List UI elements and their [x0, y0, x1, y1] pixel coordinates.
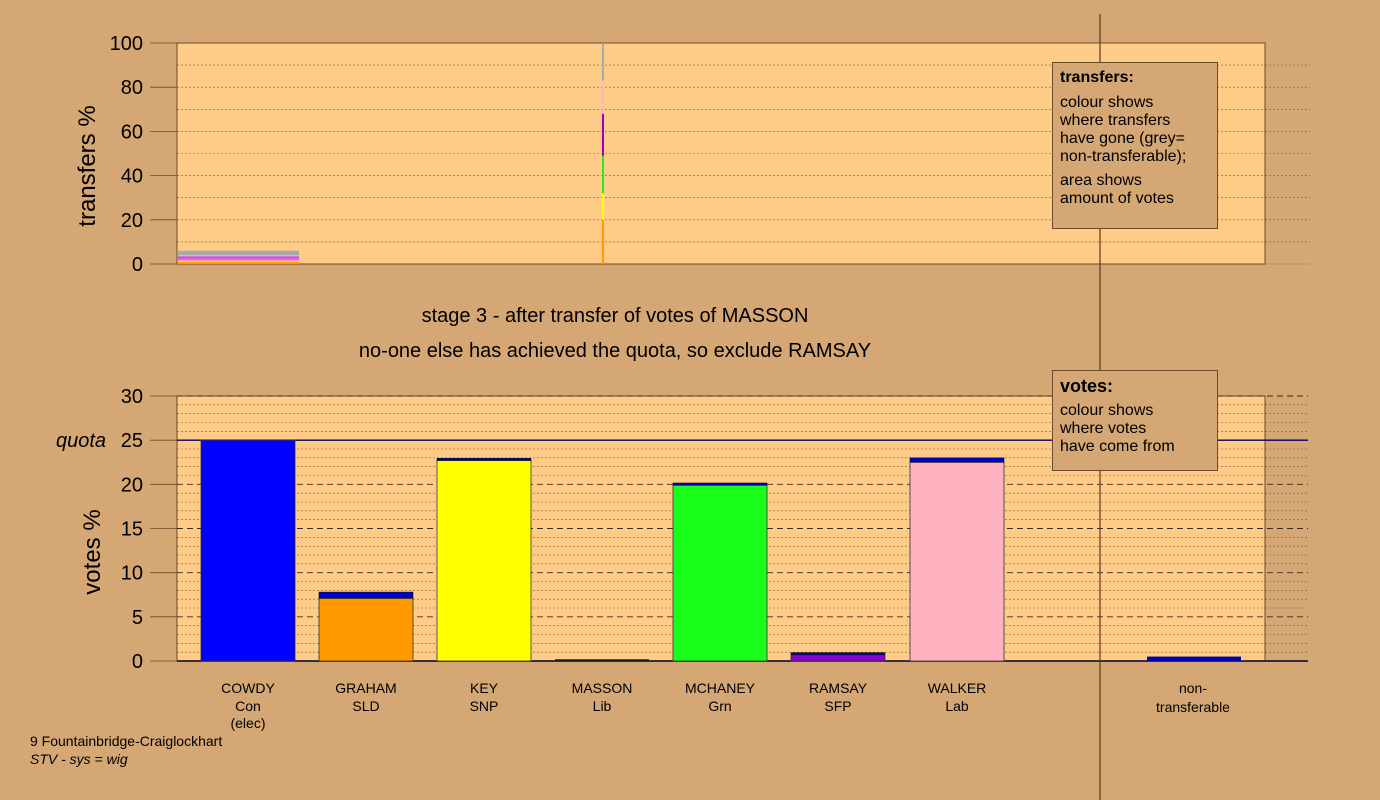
candidate-name: MASSON: [572, 680, 633, 696]
candidate-name: GRAHAM: [335, 680, 396, 696]
transfers-tick-label: 40: [121, 166, 143, 188]
votes-y-ticks: 0 5 10 15 20 25 30: [121, 386, 177, 673]
candidate-party: Con: [235, 698, 261, 714]
transfers-legend-line: area shows: [1060, 172, 1142, 189]
transfers-tick-label: 100: [110, 33, 143, 55]
transfers-tick-label: 20: [121, 210, 143, 232]
candidate-name: MCHANEY: [685, 680, 756, 696]
ward-name: 9 Fountainbridge-Craiglockhart: [30, 733, 223, 749]
voting-system: STV - sys = wig: [30, 751, 128, 767]
candidate-name: WALKER: [928, 680, 987, 696]
transfer-segment: [178, 250, 299, 256]
vote-bar-mchaney: [672, 484, 768, 662]
votes-tick-label: 20: [121, 474, 143, 496]
transfer-segment: [178, 261, 299, 264]
votes-bars: [200, 439, 1241, 662]
votes-tick-label: 5: [132, 607, 143, 629]
non-transferable-bar: [1147, 656, 1241, 661]
votes-tick-label: 15: [121, 519, 143, 541]
votes-legend: votes: colour shows where votes have com…: [1052, 370, 1218, 471]
transfer-segment: [178, 258, 299, 261]
transfers-y-ticks: 0 20 40 60 80 100: [110, 33, 177, 276]
candidate-name: COWDY: [221, 680, 275, 696]
vote-bar-cowdy: [200, 439, 296, 662]
vote-bar-ramsay: [790, 654, 886, 662]
candidate-party: SFP: [824, 698, 851, 714]
transfers-tick-label: 60: [121, 121, 143, 143]
transfers-legend-line: where transfers: [1060, 112, 1171, 129]
transfer-segment: [178, 260, 299, 262]
votes-tick-label: 10: [121, 563, 143, 585]
votes-legend-line: colour shows: [1060, 402, 1154, 419]
vote-bar-graham: [318, 597, 414, 662]
votes-legend-line: have come from: [1060, 438, 1175, 455]
candidate-name: RAMSAY: [809, 680, 868, 696]
transfer-segment: [178, 256, 299, 259]
votes-tick-label: 0: [132, 651, 143, 673]
votes-legend-line: where votes: [1060, 420, 1147, 437]
votes-y-axis-label: votes %: [79, 509, 106, 594]
candidate-name: KEY: [470, 680, 499, 696]
vote-transfer-ramsay: [790, 652, 886, 656]
candidate-party: SNP: [470, 698, 499, 714]
transfers-legend-line: amount of votes: [1060, 190, 1174, 207]
candidate-party: Grn: [708, 698, 731, 714]
candidate-party: Lab: [945, 698, 969, 714]
vote-transfer-mchaney: [672, 482, 768, 486]
candidate-note: (elec): [230, 715, 265, 731]
candidate-party: SLD: [352, 698, 379, 714]
vote-bar-walker: [909, 461, 1005, 662]
stage-subtitle: no-one else has achieved the quota, so e…: [358, 340, 872, 362]
transfers-y-axis-label: transfers %: [74, 105, 101, 226]
candidate-party: Lib: [593, 698, 612, 714]
votes-tick-label: 30: [121, 386, 143, 408]
transfers-legend-line: non-transferable);: [1060, 148, 1187, 165]
votes-tick-label: 25: [121, 430, 143, 452]
quota-label: quota: [56, 430, 106, 452]
non-transferable-label: transferable: [1156, 699, 1230, 715]
transfers-legend-title: transfers:: [1060, 69, 1134, 86]
vote-transfer-walker: [909, 457, 1005, 463]
transfers-tick-label: 80: [121, 77, 143, 99]
transfers-marks: [178, 43, 604, 264]
transfers-legend-line: colour shows: [1060, 94, 1154, 111]
transfers-tick-label: 0: [132, 254, 143, 276]
vote-transfer-graham: [318, 591, 414, 599]
transfer-segment: [178, 255, 299, 257]
transfers-legend-line: have gone (grey=: [1060, 130, 1185, 147]
transfers-legend: transfers: colour shows where transfers …: [1052, 62, 1218, 229]
vote-transfer-key: [436, 457, 532, 461]
votes-legend-title: votes:: [1060, 376, 1114, 396]
stage-title: stage 3 - after transfer of votes of MAS…: [421, 305, 809, 327]
non-transferable-label: non-: [1179, 680, 1207, 696]
vote-bar-key: [436, 460, 532, 662]
candidate-labels: COWDY Con(elec) GRAHAM SLD KEY SNP MASSON Lib MC…: [221, 680, 1230, 731]
